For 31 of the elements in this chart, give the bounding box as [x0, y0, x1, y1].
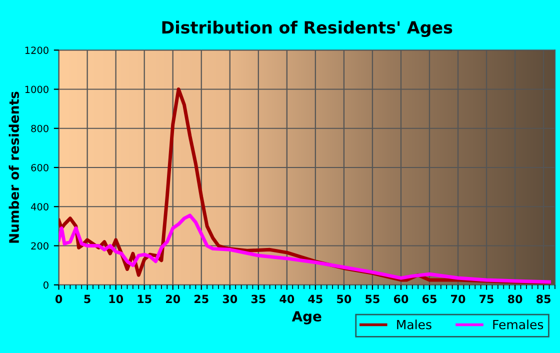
x-tick-label: 40 [280, 294, 294, 304]
x-tick-label: 70 [451, 294, 466, 304]
x-tick-label: 35 [251, 294, 266, 304]
x-tick-label: 60 [394, 294, 408, 304]
y-tick-label: 0 [44, 281, 48, 289]
x-tick-label: 75 [480, 294, 494, 304]
y-axis-title: Number of residents [8, 92, 19, 243]
y-tick-label: 400 [30, 203, 48, 210]
x-tick-label: 45 [308, 294, 322, 304]
x-tick-label: 85 [536, 294, 551, 304]
x-tick-label: 25 [194, 294, 208, 304]
x-axis-title: Age [292, 311, 322, 324]
y-tick-label: 1000 [25, 86, 48, 94]
x-tick-label: 0 [55, 294, 62, 304]
legend-label: Females [493, 320, 544, 330]
legend-label: Males [397, 320, 432, 330]
x-tick-label: 5 [84, 294, 90, 304]
y-tick-label: 200 [31, 242, 48, 250]
x-tick-label: 10 [109, 294, 124, 304]
x-tick-label: 65 [422, 294, 436, 304]
chart-title: Distribution of Residents' Ages [162, 20, 452, 38]
line-series [58, 214, 551, 284]
y-tick-label: 800 [31, 124, 48, 132]
y-tick-label: 600 [31, 164, 48, 172]
x-tick-label: 55 [366, 294, 380, 304]
x-tick-label: 50 [337, 294, 352, 304]
y-tick-label: 1200 [25, 46, 48, 54]
x-tick-label: 15 [138, 294, 152, 304]
x-tick-label: 80 [508, 294, 522, 304]
x-tick-label: 30 [222, 294, 238, 304]
x-tick-label: 20 [166, 294, 180, 304]
